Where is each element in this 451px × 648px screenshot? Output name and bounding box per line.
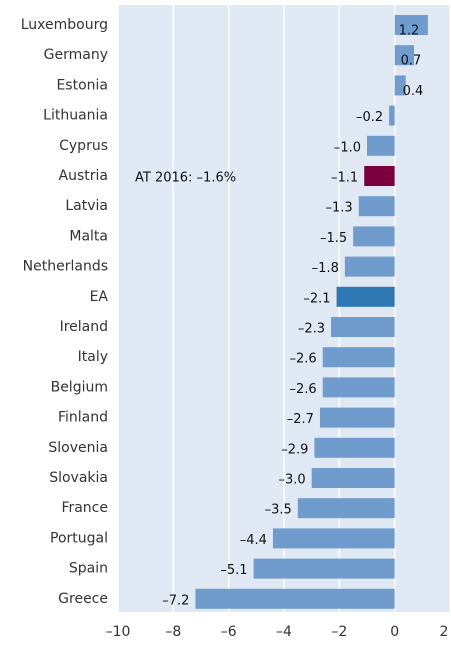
x-tick-label: 2 <box>440 624 449 640</box>
y-tick-label: Lithuania <box>43 108 108 124</box>
y-tick-label: Latvia <box>65 198 108 214</box>
value-label: 0.7 <box>401 54 422 69</box>
y-tick-label: Austria <box>59 168 108 184</box>
value-label: –3.5 <box>265 503 292 518</box>
bar <box>389 105 395 126</box>
y-tick-label: Estonia <box>56 77 108 93</box>
bar <box>322 377 395 398</box>
annotation: AT 2016: –1.6% <box>135 171 236 186</box>
value-label: –0.2 <box>356 110 383 125</box>
value-label: –2.9 <box>281 442 308 457</box>
bar <box>253 558 395 579</box>
y-tick-label: Germany <box>44 47 108 63</box>
x-tick-label: –10 <box>106 624 131 640</box>
bar <box>322 347 395 368</box>
y-tick-label: EA <box>90 289 109 305</box>
x-tick-label: –4 <box>276 624 292 640</box>
y-tick-label: Slovenia <box>48 440 108 456</box>
x-tick-label: –8 <box>165 624 181 640</box>
bar <box>331 317 395 337</box>
value-label: –1.8 <box>312 261 339 276</box>
y-tick-label: Finland <box>58 410 108 426</box>
y-tick-label: Luxembourg <box>21 17 108 33</box>
y-tick-label: France <box>61 500 108 516</box>
bar <box>394 75 406 96</box>
y-tick-label: Malta <box>69 228 108 244</box>
bar <box>319 407 395 428</box>
y-tick-label: Greece <box>58 591 108 607</box>
y-tick-label: Netherlands <box>23 259 108 275</box>
bar <box>394 45 415 66</box>
bar <box>394 15 428 35</box>
x-tick-label: –6 <box>221 624 237 640</box>
value-label: –2.6 <box>290 352 317 367</box>
x-tick-label: 0 <box>390 624 399 640</box>
y-tick-label: Italy <box>78 349 108 365</box>
x-tick-label: –2 <box>331 624 347 640</box>
bar <box>336 286 395 307</box>
value-label: –2.6 <box>290 382 317 397</box>
value-label: 1.2 <box>399 24 420 39</box>
bar <box>195 588 395 609</box>
value-label: –4.4 <box>240 533 267 548</box>
bar <box>353 226 395 247</box>
y-tick-label: Slovakia <box>49 470 108 486</box>
bar <box>344 256 395 277</box>
bar <box>272 528 395 549</box>
y-tick-label: Portugal <box>50 530 108 546</box>
bar <box>358 196 395 217</box>
bar <box>367 135 395 156</box>
y-tick-label: Belgium <box>51 379 108 395</box>
value-label: –3.0 <box>278 473 305 488</box>
bar <box>311 468 395 488</box>
bar <box>314 437 395 458</box>
value-label: –5.1 <box>220 563 247 578</box>
value-label: 0.4 <box>403 84 424 99</box>
value-label: –2.3 <box>298 322 325 337</box>
bar <box>297 498 395 519</box>
value-label: –2.7 <box>287 412 314 427</box>
value-label: –2.1 <box>303 291 330 306</box>
value-label: –1.1 <box>331 171 358 186</box>
value-label: –1.5 <box>320 231 347 246</box>
bar <box>364 166 395 186</box>
value-label: –1.0 <box>334 140 361 155</box>
value-label: –1.3 <box>326 201 353 216</box>
y-tick-label: Ireland <box>60 319 108 335</box>
y-tick-label: Spain <box>69 561 108 577</box>
y-tick-label: Cyprus <box>59 138 108 154</box>
value-label: –7.2 <box>162 593 189 608</box>
